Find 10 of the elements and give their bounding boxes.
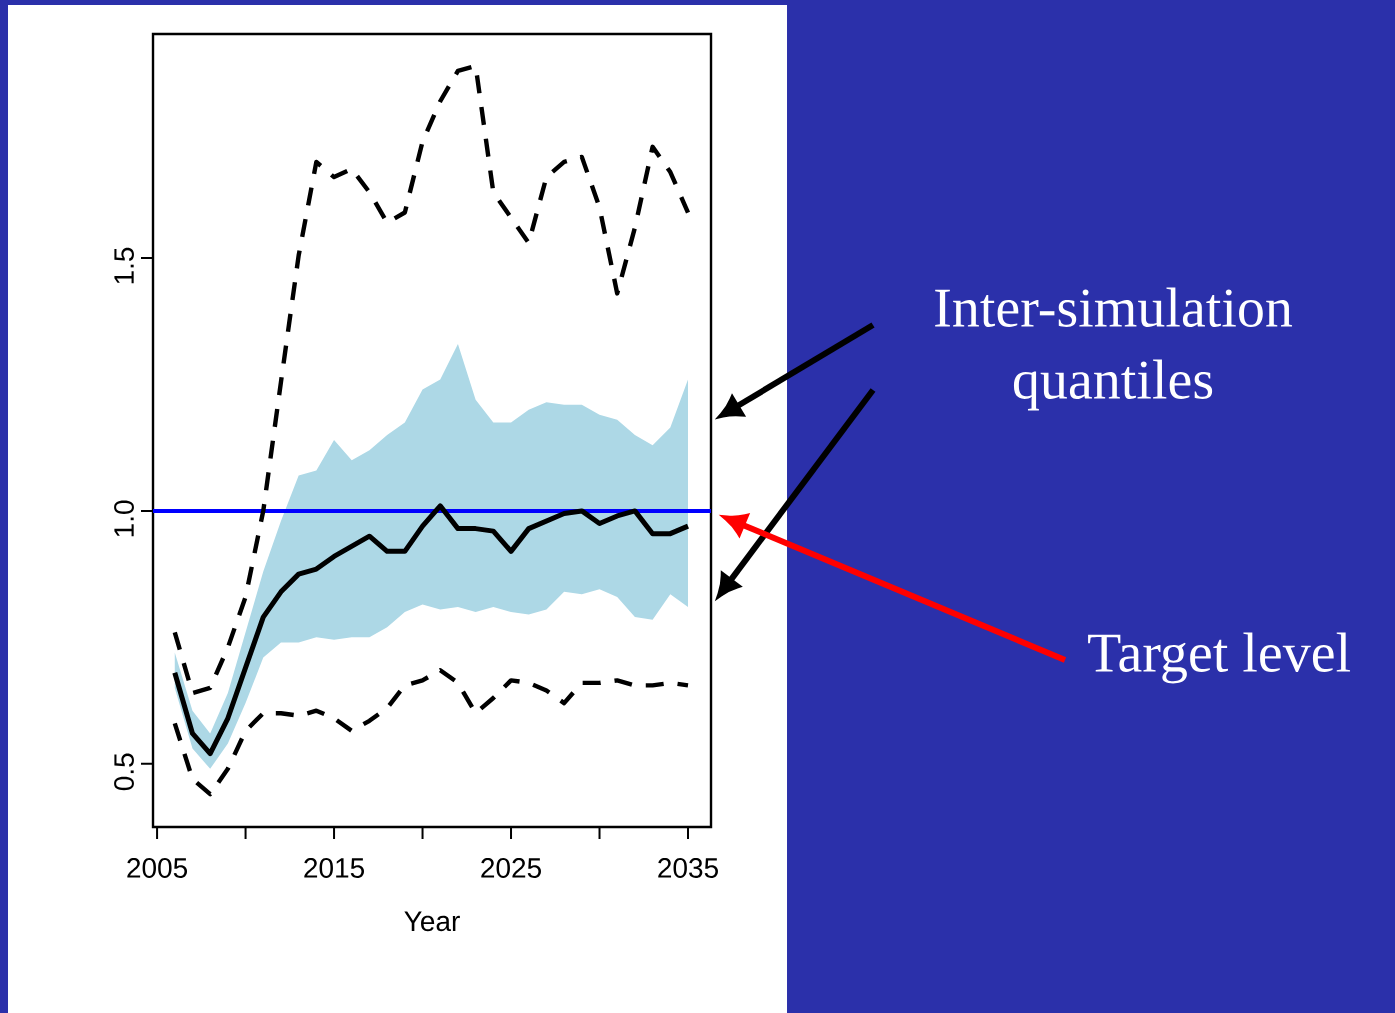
x-tick-label: 2015 (304, 858, 365, 878)
x-tick-label: 2035 (658, 858, 718, 878)
y-tick-label: 1.0 (114, 500, 134, 537)
x-tick-label: 2005 (127, 858, 188, 878)
x-axis-title: Year (404, 911, 460, 932)
y-tick-label: 1.5 (114, 247, 134, 284)
y-tick-label: 0.5 (114, 753, 134, 791)
x-tick-label: 2025 (481, 858, 541, 878)
text: Target level (1088, 632, 1351, 684)
text: Inter-simulation quantiles (935, 287, 1293, 411)
